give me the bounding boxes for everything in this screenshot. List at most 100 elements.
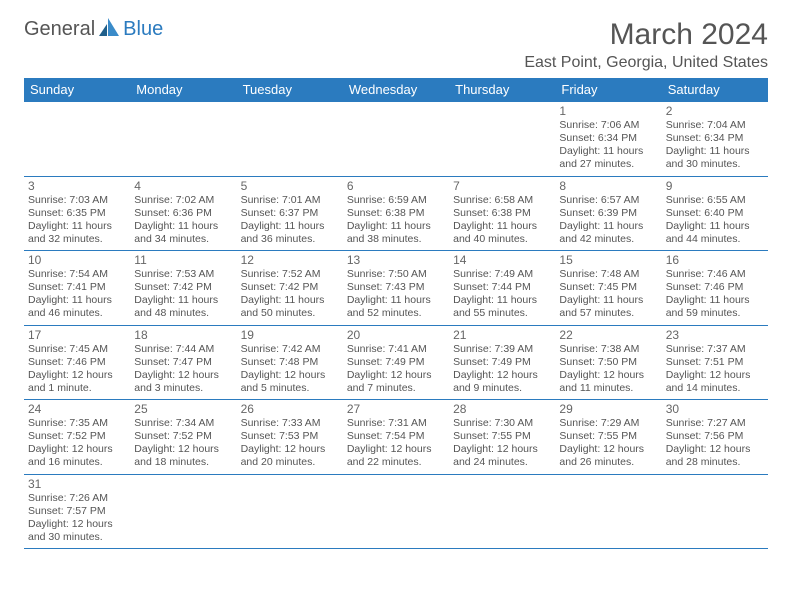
day-detail: Sunset: 6:37 PM — [241, 207, 339, 220]
day-detail: Sunset: 7:47 PM — [134, 356, 232, 369]
day-detail: Daylight: 11 hours — [241, 294, 339, 307]
day-detail: and 27 minutes. — [559, 158, 657, 171]
calendar-day: 9Sunrise: 6:55 AMSunset: 6:40 PMDaylight… — [662, 176, 768, 251]
day-detail: and 1 minute. — [28, 382, 126, 395]
day-detail: Sunrise: 7:33 AM — [241, 417, 339, 430]
calendar-day — [449, 102, 555, 177]
day-detail: Sunrise: 7:39 AM — [453, 343, 551, 356]
day-detail: Daylight: 11 hours — [347, 220, 445, 233]
day-detail: and 59 minutes. — [666, 307, 764, 320]
calendar-day: 22Sunrise: 7:38 AMSunset: 7:50 PMDayligh… — [555, 325, 661, 400]
calendar-week: 3Sunrise: 7:03 AMSunset: 6:35 PMDaylight… — [24, 176, 768, 251]
day-number: 8 — [559, 179, 657, 193]
day-detail: Sunset: 7:41 PM — [28, 281, 126, 294]
day-detail: Daylight: 11 hours — [453, 220, 551, 233]
calendar-day: 21Sunrise: 7:39 AMSunset: 7:49 PMDayligh… — [449, 325, 555, 400]
day-detail: Sunset: 7:50 PM — [559, 356, 657, 369]
calendar-day — [130, 474, 236, 549]
calendar-day: 2Sunrise: 7:04 AMSunset: 6:34 PMDaylight… — [662, 102, 768, 177]
day-detail: Sunrise: 6:57 AM — [559, 194, 657, 207]
calendar-day: 11Sunrise: 7:53 AMSunset: 7:42 PMDayligh… — [130, 251, 236, 326]
day-header-row: SundayMondayTuesdayWednesdayThursdayFrid… — [24, 78, 768, 102]
day-detail: and 34 minutes. — [134, 233, 232, 246]
day-detail: Daylight: 12 hours — [241, 369, 339, 382]
day-detail: Daylight: 11 hours — [559, 220, 657, 233]
day-detail: and 11 minutes. — [559, 382, 657, 395]
day-detail: Sunrise: 7:54 AM — [28, 268, 126, 281]
day-detail: Sunrise: 7:50 AM — [347, 268, 445, 281]
day-detail: Sunset: 7:46 PM — [666, 281, 764, 294]
day-detail: Daylight: 12 hours — [134, 369, 232, 382]
day-number: 2 — [666, 104, 764, 118]
day-detail: Sunset: 6:34 PM — [666, 132, 764, 145]
day-detail: and 42 minutes. — [559, 233, 657, 246]
day-detail: Sunset: 6:36 PM — [134, 207, 232, 220]
day-detail: and 16 minutes. — [28, 456, 126, 469]
day-detail: Sunrise: 7:02 AM — [134, 194, 232, 207]
day-number: 9 — [666, 179, 764, 193]
day-detail: Sunset: 6:35 PM — [28, 207, 126, 220]
day-detail: Sunrise: 6:55 AM — [666, 194, 764, 207]
calendar-table: SundayMondayTuesdayWednesdayThursdayFrid… — [24, 78, 768, 549]
day-detail: and 14 minutes. — [666, 382, 764, 395]
day-detail: Sunrise: 7:46 AM — [666, 268, 764, 281]
calendar-day: 1Sunrise: 7:06 AMSunset: 6:34 PMDaylight… — [555, 102, 661, 177]
day-detail: Sunset: 7:55 PM — [453, 430, 551, 443]
day-detail: Daylight: 11 hours — [666, 294, 764, 307]
day-detail: Daylight: 12 hours — [347, 369, 445, 382]
calendar-day: 5Sunrise: 7:01 AMSunset: 6:37 PMDaylight… — [237, 176, 343, 251]
location-text: East Point, Georgia, United States — [524, 54, 768, 72]
brand-general: General — [24, 18, 95, 41]
calendar-day: 8Sunrise: 6:57 AMSunset: 6:39 PMDaylight… — [555, 176, 661, 251]
day-detail: and 24 minutes. — [453, 456, 551, 469]
day-detail: and 52 minutes. — [347, 307, 445, 320]
calendar-week: 1Sunrise: 7:06 AMSunset: 6:34 PMDaylight… — [24, 102, 768, 177]
day-detail: Daylight: 12 hours — [28, 443, 126, 456]
day-detail: and 48 minutes. — [134, 307, 232, 320]
day-detail: and 18 minutes. — [134, 456, 232, 469]
calendar-day: 18Sunrise: 7:44 AMSunset: 7:47 PMDayligh… — [130, 325, 236, 400]
day-detail: Daylight: 12 hours — [28, 518, 126, 531]
calendar-day: 25Sunrise: 7:34 AMSunset: 7:52 PMDayligh… — [130, 400, 236, 475]
day-detail: Sunset: 7:55 PM — [559, 430, 657, 443]
calendar-week: 17Sunrise: 7:45 AMSunset: 7:46 PMDayligh… — [24, 325, 768, 400]
day-header: Monday — [130, 78, 236, 102]
calendar-day — [555, 474, 661, 549]
day-header: Tuesday — [237, 78, 343, 102]
day-detail: Daylight: 11 hours — [134, 294, 232, 307]
calendar-day: 14Sunrise: 7:49 AMSunset: 7:44 PMDayligh… — [449, 251, 555, 326]
day-detail: Sunset: 6:34 PM — [559, 132, 657, 145]
day-detail: Sunrise: 7:44 AM — [134, 343, 232, 356]
day-header: Saturday — [662, 78, 768, 102]
day-number: 5 — [241, 179, 339, 193]
calendar-day — [662, 474, 768, 549]
day-detail: Daylight: 12 hours — [28, 369, 126, 382]
calendar-day: 7Sunrise: 6:58 AMSunset: 6:38 PMDaylight… — [449, 176, 555, 251]
day-number: 17 — [28, 328, 126, 342]
day-detail: Sunset: 7:44 PM — [453, 281, 551, 294]
day-detail: Sunrise: 6:59 AM — [347, 194, 445, 207]
title-block: March 2024 East Point, Georgia, United S… — [524, 18, 768, 72]
day-detail: Daylight: 11 hours — [134, 220, 232, 233]
calendar-day: 10Sunrise: 7:54 AMSunset: 7:41 PMDayligh… — [24, 251, 130, 326]
calendar-week: 31Sunrise: 7:26 AMSunset: 7:57 PMDayligh… — [24, 474, 768, 549]
day-detail: Sunset: 6:39 PM — [559, 207, 657, 220]
day-detail: Daylight: 12 hours — [134, 443, 232, 456]
brand-logo: General Blue — [24, 18, 163, 41]
day-detail: Daylight: 11 hours — [666, 220, 764, 233]
day-detail: Sunset: 7:42 PM — [134, 281, 232, 294]
day-detail: Sunset: 7:51 PM — [666, 356, 764, 369]
day-header: Sunday — [24, 78, 130, 102]
day-number: 14 — [453, 253, 551, 267]
day-number: 26 — [241, 402, 339, 416]
day-detail: Sunset: 7:42 PM — [241, 281, 339, 294]
day-detail: and 50 minutes. — [241, 307, 339, 320]
calendar-day: 24Sunrise: 7:35 AMSunset: 7:52 PMDayligh… — [24, 400, 130, 475]
day-detail: Sunset: 6:38 PM — [347, 207, 445, 220]
day-detail: Sunset: 7:52 PM — [134, 430, 232, 443]
day-detail: and 36 minutes. — [241, 233, 339, 246]
day-detail: Sunset: 7:54 PM — [347, 430, 445, 443]
day-detail: Daylight: 11 hours — [666, 145, 764, 158]
day-detail: Sunrise: 7:48 AM — [559, 268, 657, 281]
day-detail: Daylight: 11 hours — [559, 294, 657, 307]
